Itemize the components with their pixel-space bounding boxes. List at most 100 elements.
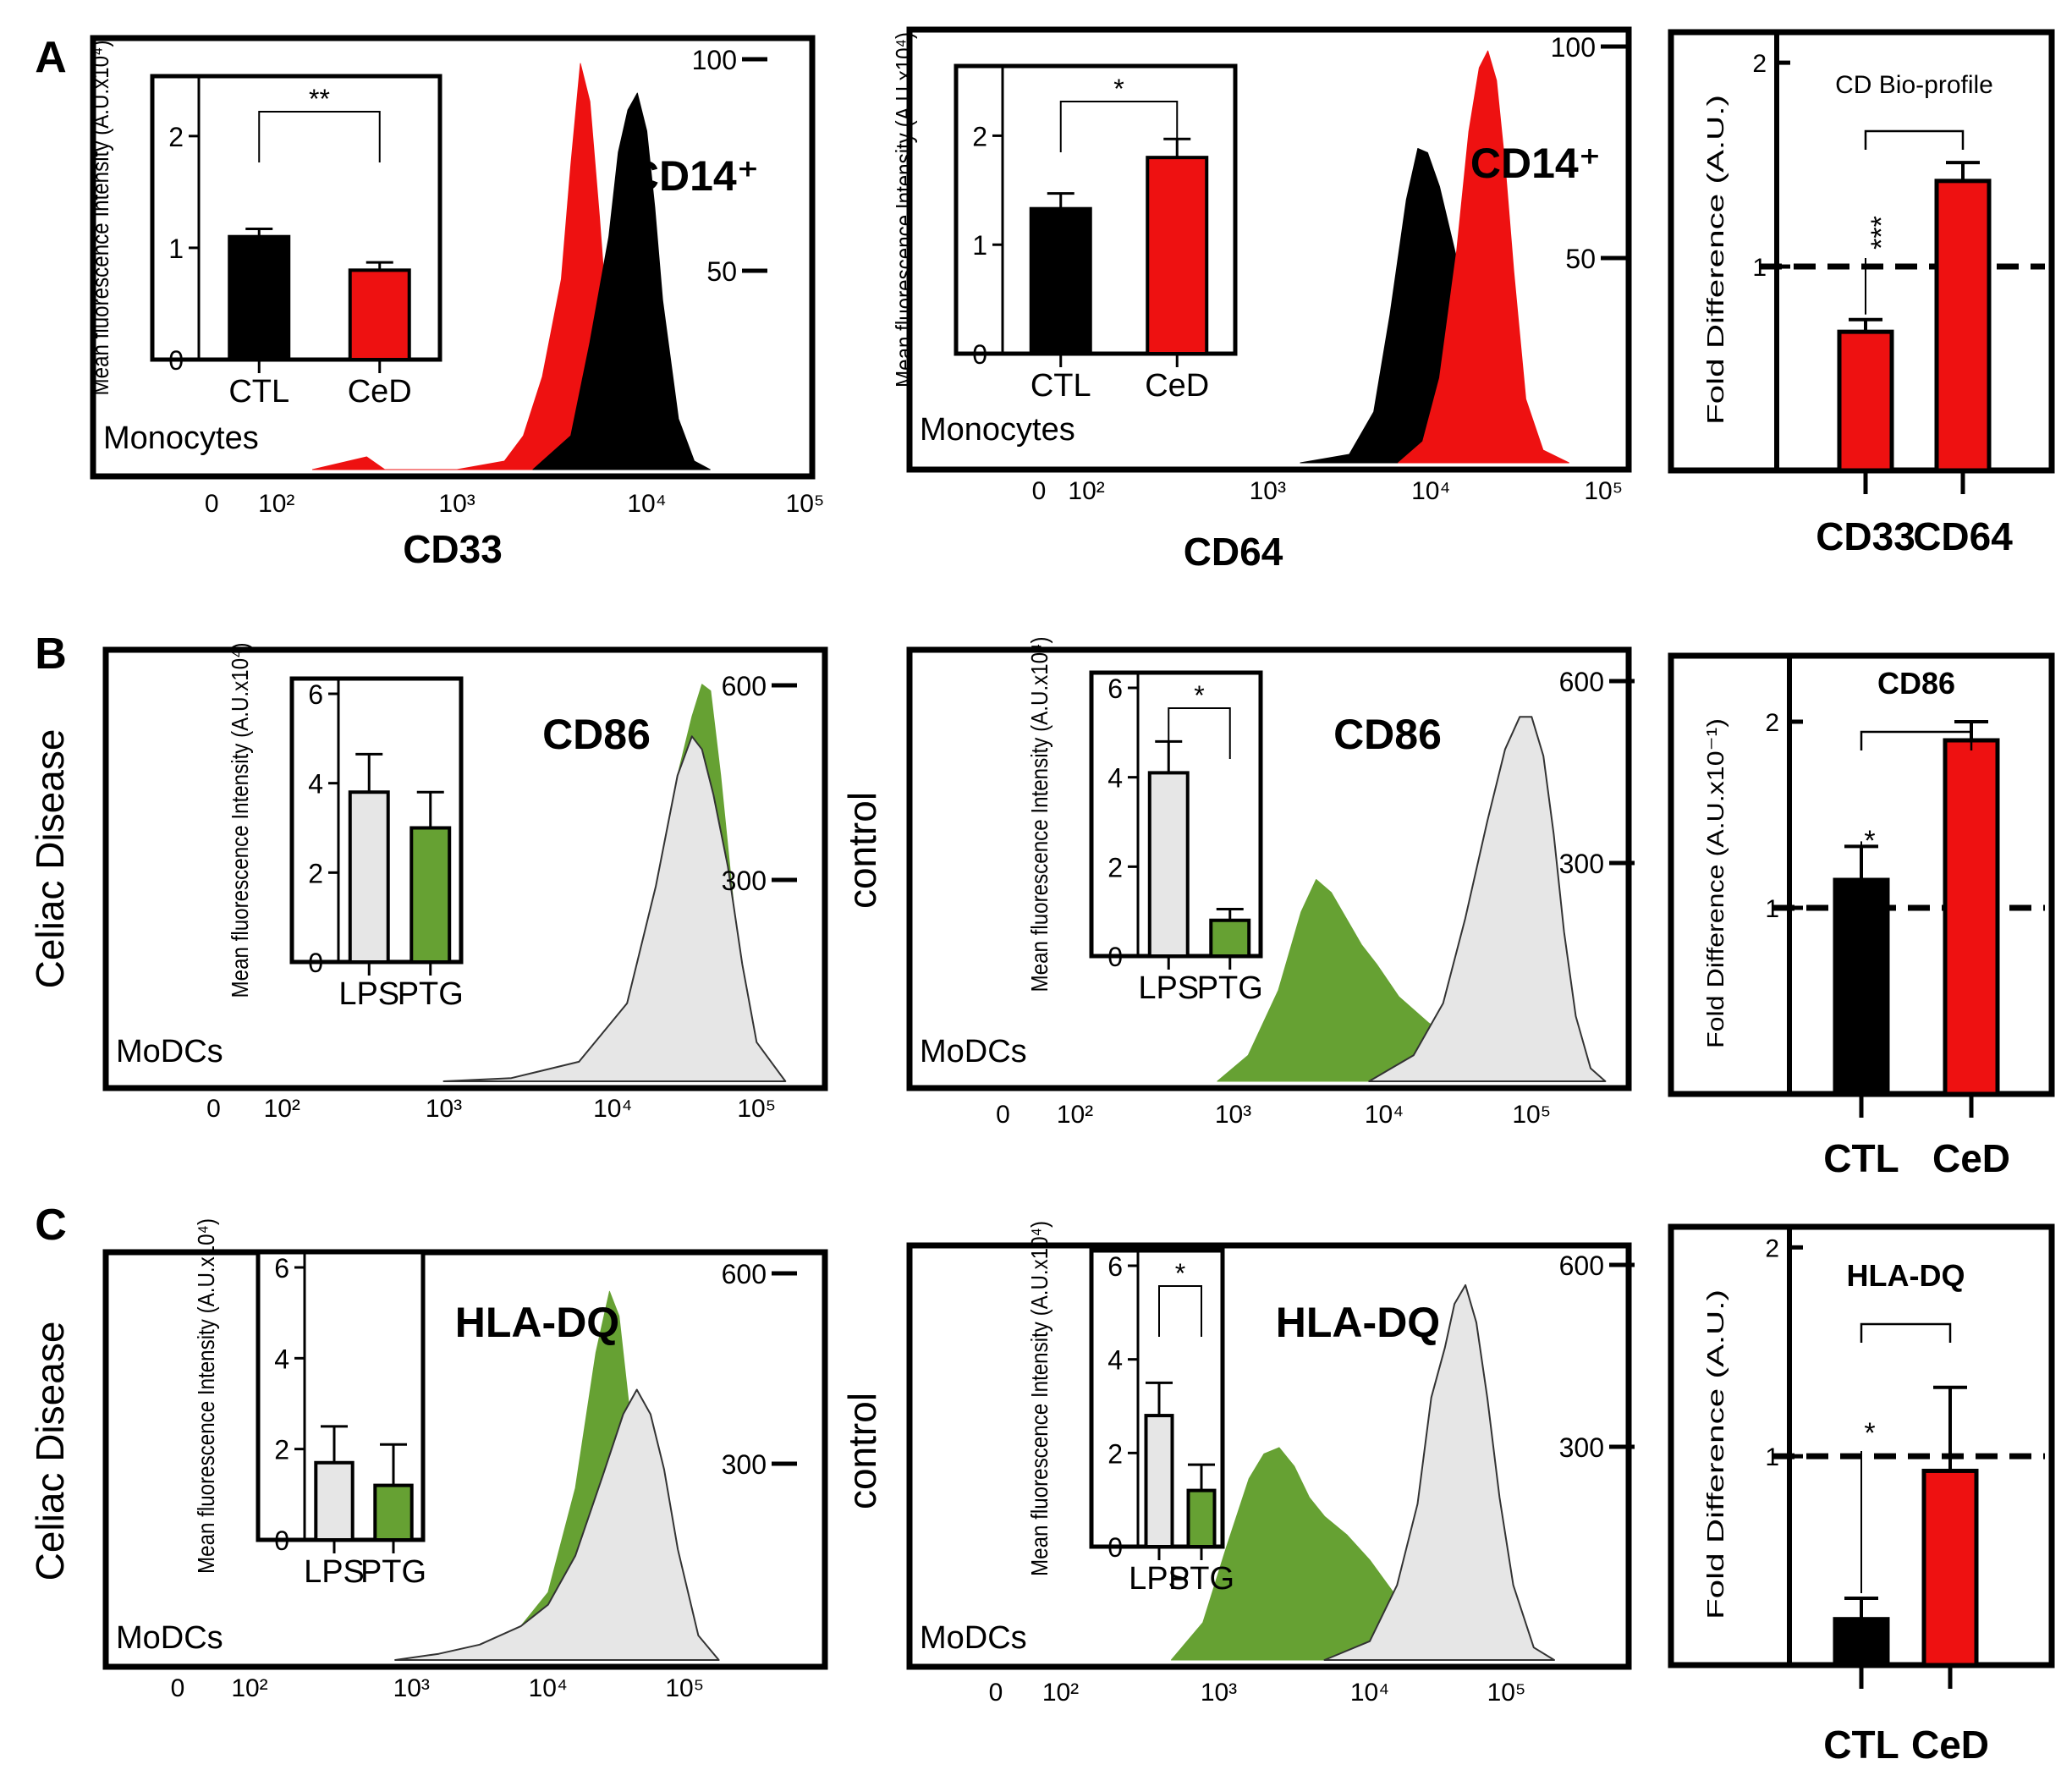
y-axis-label: Fold Difference (A.U.) — [1702, 95, 1728, 425]
fold-difference-b3: 1 2 Fold Difference (A.U.x10⁻¹) CTL CeD * CD86 — [1668, 652, 2055, 1180]
bar-ced — [1943, 738, 2000, 1097]
gate-label: Monocytes — [103, 421, 259, 456]
inset-bar-chart: 0 1 2 Mean fluorescence Intensity (A.U.x10⁴… — [87, 41, 442, 410]
inset-y-tick-label: 4 — [1107, 1345, 1123, 1376]
x-tick-label: 10⁴ — [1411, 477, 1450, 505]
x-tick-label: 10² — [231, 1674, 267, 1702]
x-tick-label: 10⁴ — [627, 490, 666, 518]
x-tick-label: 10³ — [438, 490, 475, 518]
histogram-title: CD86 — [542, 711, 651, 758]
bar-ctl — [1833, 877, 1890, 1097]
histogram-series-ced — [1398, 50, 1569, 464]
histogram-frame — [102, 1249, 828, 1670]
inset-bar-ptg — [1209, 918, 1251, 958]
inset-y-tick-label: 0 — [168, 345, 184, 376]
count-tick-label: 50 — [1565, 244, 1596, 274]
x-tick-label: 0 — [989, 1679, 1003, 1707]
histogram-b2: 600 300 0 10² 10³ 10⁴ 10⁵ CD86 MoDCs — [906, 646, 1635, 1129]
x-tick-label: 10² — [1042, 1679, 1079, 1707]
gate-label: MoDCs — [116, 1620, 223, 1656]
histogram-b1: 600 300 0 10² 10³ 10⁴ 10⁵ CD86 MoDCs — [102, 646, 828, 1123]
inset-significance-bracket — [258, 111, 381, 162]
y-tick-label: 2 — [1765, 709, 1779, 737]
inset-x-tick-label: CTL — [1031, 368, 1091, 404]
fold-difference-c3: 1 2 Fold Difference (A.U.) CTL CeD * HLA-DQ — [1668, 1223, 2055, 1767]
inset-x-tick-label: CTL — [228, 374, 289, 410]
x-tick-label: 10⁵ — [665, 1674, 704, 1702]
significance-stars: *** — [1866, 216, 1898, 250]
inset-bar-lps — [348, 790, 390, 964]
inset-x-tick-label: LPS — [1129, 1561, 1190, 1597]
inset-bar-chart: 0 2 4 6 Mean fluorescence Intensity (A.U.x10… — [227, 643, 464, 1013]
histogram-series-ctl — [532, 92, 711, 470]
inset-x-tick-label: PTG — [398, 976, 464, 1012]
count-tick-label: 600 — [722, 671, 767, 701]
inset-bar-ctl — [228, 234, 291, 362]
inset-y-tick-label: 2 — [274, 1435, 289, 1465]
y-axis-label: Fold Difference (A.U.) — [1702, 1289, 1728, 1619]
x-tick-label: CeD — [1911, 1723, 1989, 1767]
x-tick-label: 10⁴ — [1350, 1679, 1389, 1707]
y-tick-label: 2 — [1765, 1234, 1779, 1262]
histogram-a2: 100 50 0 10² 10³ 10⁴ 10⁵ CD64 CD14⁺ Monocytes — [906, 26, 1632, 574]
inset-bar-chart: 0 2 4 6 Mean fluorescence Intensity (A.U.x10… — [1026, 637, 1263, 1007]
inset-y-tick-label: 0 — [1107, 1532, 1123, 1563]
inset-significance-stars: ** — [309, 84, 330, 114]
group-label: control — [840, 1393, 884, 1509]
gate-label: MoDCs — [116, 1034, 223, 1069]
x-tick-label: 0 — [206, 1095, 221, 1123]
histogram-title: CD14⁺ — [1470, 140, 1601, 187]
inset-y-axis-label: Mean fluorescence Intensity (A.U.x10⁴) — [87, 41, 113, 396]
x-tick-label: 10³ — [1215, 1101, 1251, 1129]
inset-significance-bracket — [1158, 1285, 1202, 1337]
inset-y-tick-label: 0 — [274, 1525, 289, 1556]
histogram-frame — [906, 646, 1632, 1091]
y-tick-label: 1 — [1765, 1443, 1779, 1471]
inset-significance-bracket — [1059, 101, 1179, 152]
count-tick-label: 300 — [722, 866, 767, 896]
histogram-frame — [90, 35, 816, 480]
bar-chart-title: CD86 — [1877, 666, 1955, 701]
histogram-a1: 100 50 0 10² 10³ 10⁴ 10⁵ CD33 CD14⁺ Monocytes — [90, 35, 825, 571]
inset-y-tick-label: 4 — [308, 769, 323, 800]
bar-ced — [1921, 1468, 1979, 1668]
inset-bar-lps — [314, 1460, 354, 1542]
x-tick-label: 10⁵ — [1487, 1679, 1526, 1707]
inset-y-axis-label: Mean fluorescence Intensity (A.U.x10⁴) — [1026, 1221, 1052, 1576]
y-tick-label: 1 — [1752, 254, 1767, 282]
significance-stars: * — [1864, 1417, 1875, 1449]
gate-label: Monocytes — [920, 412, 1075, 448]
inset-bar-ctl — [1029, 206, 1092, 355]
inset-bar-ptg — [373, 1483, 414, 1542]
inset-significance-stars: * — [1175, 1258, 1185, 1289]
inset-y-tick-label: 0 — [972, 339, 987, 370]
panel-letter: C — [35, 1201, 67, 1250]
x-tick-label: 10⁴ — [593, 1095, 632, 1123]
inset-y-axis-label: Mean fluorescence Intensity (A.U.x10⁴) — [193, 1218, 219, 1574]
x-tick-label: 10³ — [1201, 1679, 1237, 1707]
panel-letter: A — [35, 33, 67, 82]
count-tick-label: 100 — [692, 45, 737, 75]
inset-y-axis-label: Mean fluorescence Intensity (A.U.x10⁴) — [891, 32, 917, 388]
inset-x-tick-label: LPS — [304, 1554, 365, 1590]
inset-y-tick-label: 4 — [274, 1344, 289, 1374]
x-tick-label: 10² — [264, 1095, 300, 1123]
x-tick-label: 10³ — [426, 1095, 462, 1123]
gate-label: MoDCs — [920, 1034, 1027, 1069]
inset-y-tick-label: 6 — [1107, 1251, 1123, 1282]
bar-chart-title: HLA-DQ — [1847, 1258, 1965, 1293]
inset-x-tick-label: PTG — [1197, 970, 1263, 1006]
inset-y-axis-label: Mean fluorescence Intensity (A.U.x10⁴) — [1026, 637, 1052, 992]
x-tick-label: CTL — [1823, 1136, 1899, 1180]
inset-y-tick-label: 0 — [1107, 942, 1123, 972]
inset-x-tick-label: LPS — [1138, 970, 1199, 1006]
inset-x-tick-label: PTG — [360, 1554, 426, 1590]
inset-y-tick-label: 2 — [972, 121, 987, 151]
x-tick-label: 10³ — [393, 1674, 430, 1702]
histogram-frame — [102, 646, 828, 1091]
x-tick-label: 10² — [1068, 477, 1104, 505]
x-tick-label: 10⁵ — [786, 490, 825, 518]
inset-y-tick-label: 1 — [168, 234, 184, 264]
x-tick-label: CTL — [1823, 1723, 1899, 1767]
histogram-series-lps — [1323, 1284, 1556, 1661]
